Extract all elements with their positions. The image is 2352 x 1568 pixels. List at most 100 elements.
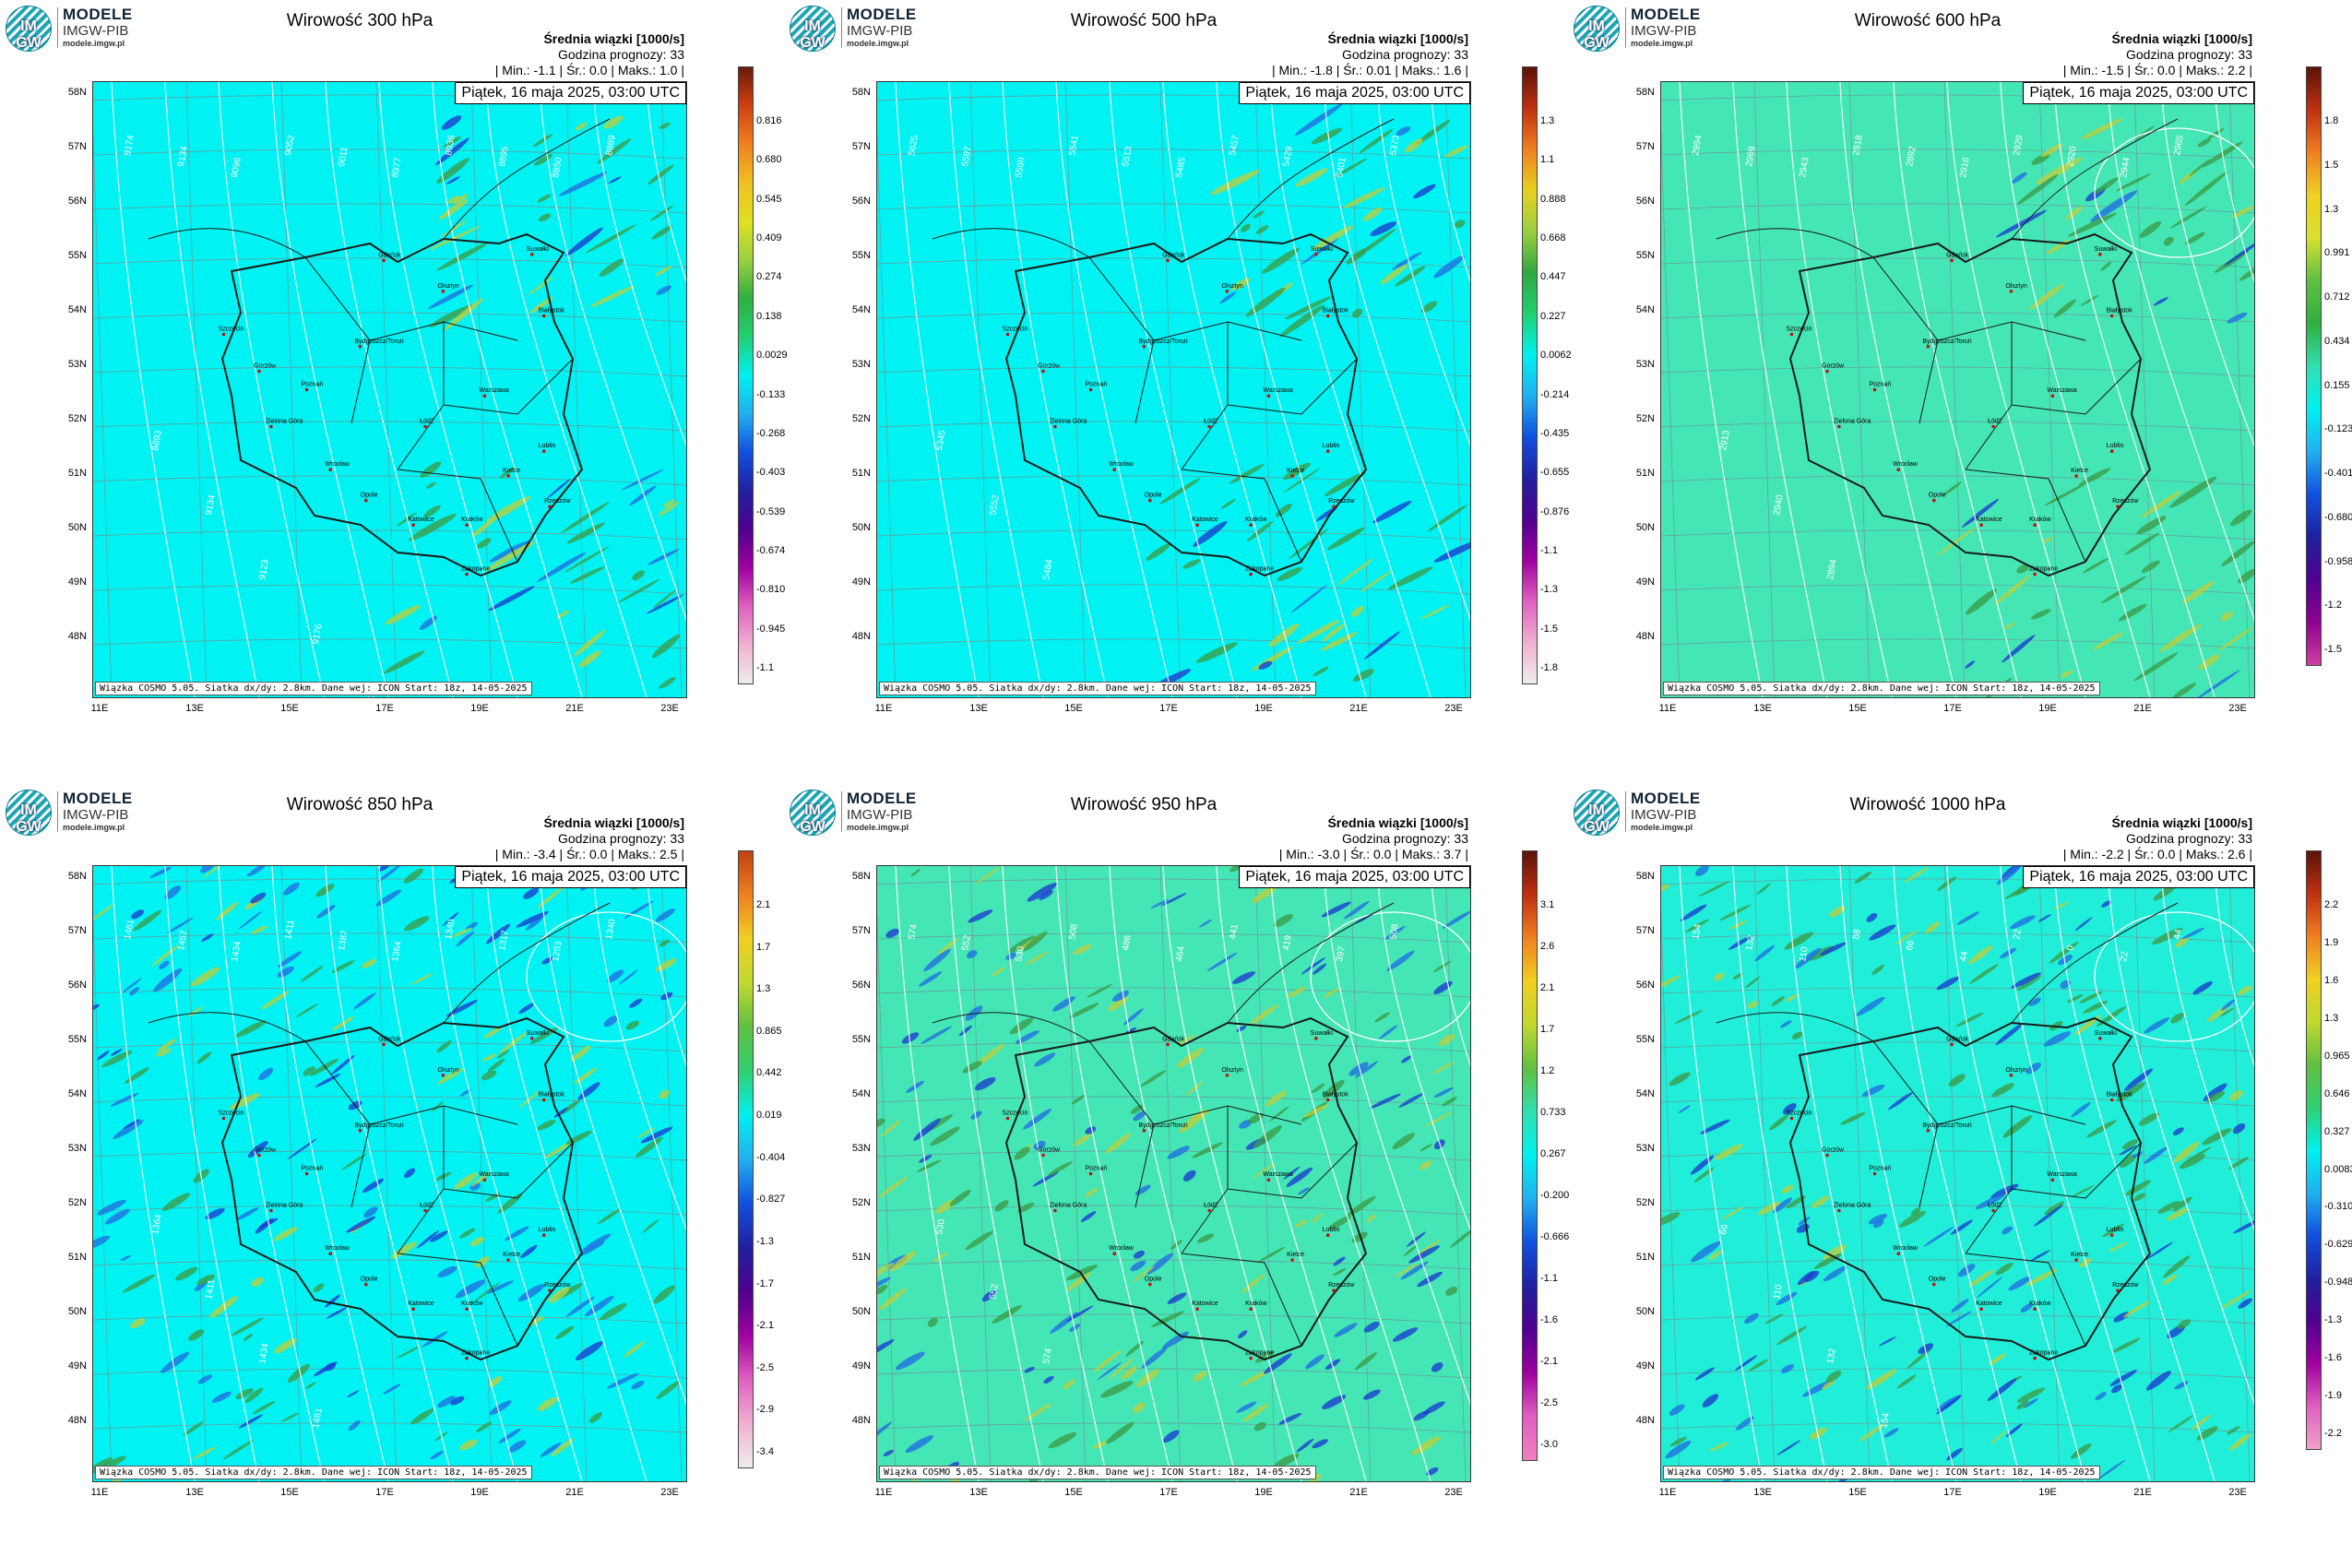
vorticity-streak xyxy=(1034,1052,1056,1067)
latitude-label: 58N xyxy=(851,871,871,882)
vorticity-streak xyxy=(2228,1090,2243,1101)
contour-label: 1434 xyxy=(230,940,244,962)
city-marker xyxy=(2109,314,2114,318)
colorbar-label: -1.7 xyxy=(756,1277,774,1289)
vorticity-streak xyxy=(396,512,418,527)
height-contour xyxy=(1323,866,1470,1406)
vorticity-streak xyxy=(1009,1017,1034,1035)
city-label: Gorzów xyxy=(1822,363,1845,370)
vorticity-streak xyxy=(2145,1371,2171,1391)
vorticity-streak xyxy=(1333,1256,1346,1266)
latitude-gridline xyxy=(877,987,1470,998)
colorbar-label: 3.1 xyxy=(1540,899,1555,910)
colorbar-label: 0.227 xyxy=(1540,310,1566,322)
vorticity-streak xyxy=(1111,990,1130,1002)
city-label: Zakopane xyxy=(461,1350,490,1357)
vorticity-streak xyxy=(1431,1361,1443,1372)
colorbar-label: -0.435 xyxy=(1540,427,1570,439)
vorticity-streak xyxy=(2000,947,2017,959)
vorticity-streak xyxy=(130,909,145,920)
longitude-gridline xyxy=(565,866,588,1481)
vorticity-streak xyxy=(2220,1289,2252,1310)
vorticity-streak xyxy=(2016,564,2030,574)
vorticity-streak xyxy=(1146,1253,1173,1275)
colorbar-label: 0.865 xyxy=(756,1025,782,1037)
colorbar-label: -0.539 xyxy=(756,505,786,517)
city-label: Bydgoszcz/Toruń xyxy=(1922,1123,1971,1129)
vorticity-streak xyxy=(2163,236,2174,246)
vorticity-streak xyxy=(537,1396,558,1411)
vorticity-streak xyxy=(1945,1311,1972,1327)
height-contour xyxy=(164,866,260,1481)
vorticity-streak xyxy=(1791,1031,1803,1039)
colorbar-label: 2.1 xyxy=(756,899,771,910)
city-marker xyxy=(465,572,469,576)
vorticity-streak xyxy=(101,1051,133,1067)
stat-max: 1.6 xyxy=(1443,63,1462,77)
colorbar-label: 0.816 xyxy=(756,115,782,126)
vorticity-streak xyxy=(1442,910,1470,929)
vorticity-streak xyxy=(1167,1146,1190,1159)
latitude-label: 57N xyxy=(851,925,871,936)
vorticity-streak xyxy=(1312,225,1354,251)
vorticity-streak xyxy=(520,1244,538,1259)
city-marker xyxy=(1950,1042,1954,1047)
latitude-label: 55N xyxy=(67,1034,87,1045)
vorticity-streak xyxy=(1991,1083,2014,1098)
colorbar-label: -1.1 xyxy=(756,662,774,673)
contour-label: 5401 xyxy=(1335,156,1348,178)
longitude-label: 23E xyxy=(1444,703,1463,714)
colorbar-label: 0.712 xyxy=(2324,291,2350,303)
vorticity-streak xyxy=(1771,996,1785,1006)
vorticity-streak xyxy=(1786,1195,1806,1209)
vorticity-streak xyxy=(1965,588,1998,615)
logo-subtitle: IMGW-PIB xyxy=(1631,23,1697,39)
vorticity-streak xyxy=(1661,884,1670,894)
vorticity-streak xyxy=(1785,994,1799,1003)
vorticity-streak xyxy=(1965,660,1976,669)
vorticity-streak xyxy=(1017,1202,1035,1213)
contour-label: 486 xyxy=(1121,934,1134,952)
vorticity-streak xyxy=(883,1449,894,1456)
vorticity-streak xyxy=(2044,1201,2065,1215)
colorbar-label: -1.6 xyxy=(1540,1314,1558,1325)
colorbar-label: -0.133 xyxy=(756,388,786,400)
city-label: Gdańsk xyxy=(1162,1036,1185,1042)
city-marker xyxy=(304,1171,309,1176)
colorbar-label: -0.810 xyxy=(756,584,786,596)
vorticity-streak xyxy=(416,1229,440,1249)
latitude-gridline xyxy=(1661,366,2254,377)
vorticity-streak xyxy=(283,882,300,896)
vorticity-streak xyxy=(2108,1241,2128,1253)
latitude-gridline xyxy=(93,475,686,486)
vorticity-streak xyxy=(1936,527,1976,557)
vorticity-streak xyxy=(1736,1416,1754,1431)
vorticity-streak xyxy=(301,965,324,982)
vorticity-streak xyxy=(905,1435,934,1454)
panel-title: Wirowość 1000 hPa xyxy=(1849,795,2006,814)
vorticity-streak xyxy=(1989,1353,2006,1366)
latitude-gridline xyxy=(1661,203,2254,214)
vorticity-streak xyxy=(1955,1012,1984,1028)
city-label: Szczecin xyxy=(1787,327,1812,333)
vorticity-streak xyxy=(1408,1245,1441,1264)
longitude-label: 11E xyxy=(1658,1487,1677,1498)
vorticity-streak xyxy=(410,1408,434,1425)
vorticity-streak xyxy=(1420,1143,1432,1152)
longitude-label: 23E xyxy=(660,703,679,714)
vorticity-streak xyxy=(487,1058,505,1072)
vorticity-streak xyxy=(1007,935,1037,954)
vorticity-streak xyxy=(582,1233,612,1252)
longitude-gridline xyxy=(1064,866,1087,1481)
colorbar-label: 1.3 xyxy=(1540,115,1555,126)
city-marker xyxy=(1325,1098,1330,1102)
latitude-label: 48N xyxy=(1635,1415,1655,1426)
vorticity-streak xyxy=(423,505,441,518)
vorticity-streak xyxy=(1258,1246,1286,1263)
vorticity-streak xyxy=(280,1412,300,1422)
vorticity-streak xyxy=(429,226,481,251)
vorticity-streak xyxy=(251,925,268,934)
vorticity-streak xyxy=(1797,1270,1815,1286)
vorticity-streak xyxy=(1690,1155,1715,1175)
latitude-label: 54N xyxy=(67,1088,87,1099)
